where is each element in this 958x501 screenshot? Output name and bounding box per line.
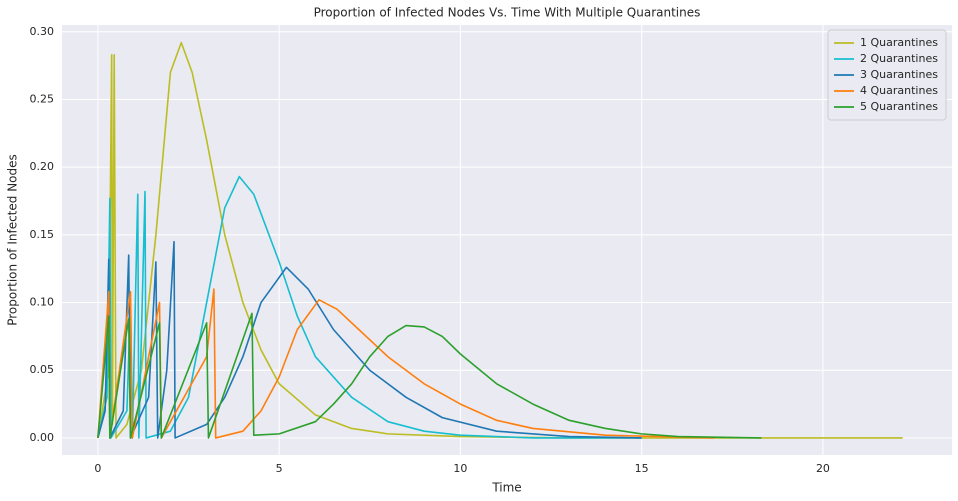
plot-background: [62, 25, 952, 455]
y-tick-label: 0.05: [30, 363, 55, 376]
y-tick-label: 0.30: [30, 25, 55, 38]
y-axis-label: Proportion of Infected Nodes: [6, 154, 20, 326]
x-tick-label: 10: [453, 462, 467, 475]
data-line: [97, 312, 762, 439]
data-line: [97, 175, 642, 439]
x-axis-label: Time: [491, 481, 521, 495]
data-line: [97, 240, 642, 439]
x-tick-label: 15: [635, 462, 649, 475]
y-tick-label: 0.00: [30, 431, 55, 444]
x-tick-label: 5: [276, 462, 283, 475]
chart-title: Proportion of Infected Nodes Vs. Time Wi…: [314, 6, 701, 20]
data-line: [97, 288, 715, 439]
legend-box: [827, 29, 947, 121]
y-tick-label: 0.10: [30, 296, 55, 309]
x-tick-label: 0: [94, 462, 101, 475]
y-tick-label: 0.15: [30, 228, 55, 241]
y-tick-label: 0.20: [30, 160, 55, 173]
legend-label: 1 Quarantines: [860, 36, 938, 49]
x-tick-label: 20: [816, 462, 830, 475]
legend: 1 Quarantines 2 Quarantines 3 Quarantines 4…: [827, 29, 947, 121]
data-line: [97, 41, 903, 439]
legend-label: 3 Quarantines: [860, 68, 938, 81]
y-tick-label: 0.25: [30, 92, 55, 105]
legend-label: 5 Quarantines: [860, 100, 938, 113]
legend-label: 2 Quarantines: [860, 52, 938, 65]
legend-label: 4 Quarantines: [860, 84, 938, 97]
